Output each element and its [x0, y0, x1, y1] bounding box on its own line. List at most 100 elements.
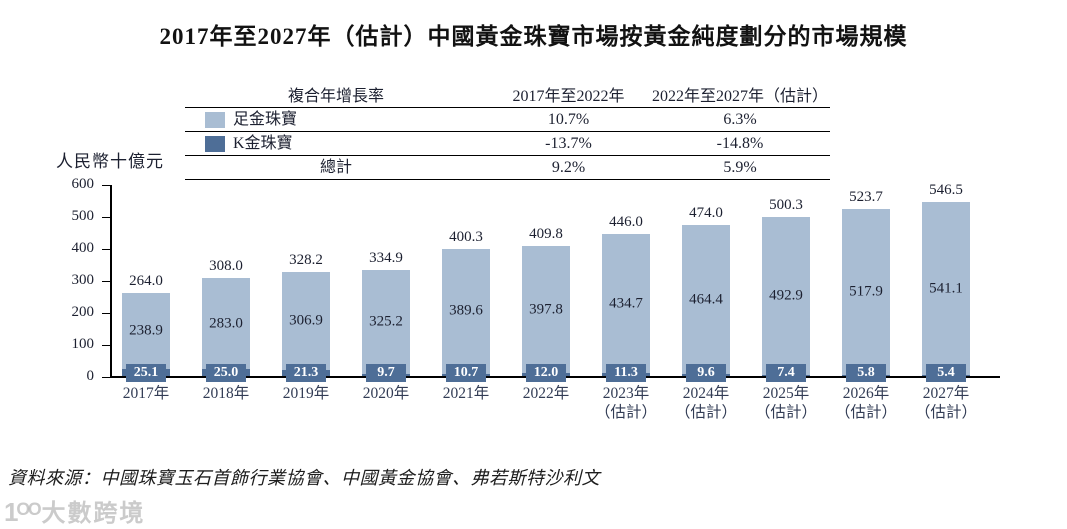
bar-total-value-label: 409.8: [529, 225, 563, 242]
x-axis-category-label: 2019年: [282, 385, 330, 402]
cagr-table: 複合年增長率 2017年至2022年 2022年至2027年（估計） 足金珠寶 …: [185, 86, 830, 180]
bar-k-gold-value-label: 9.6: [686, 364, 726, 382]
bar-full-gold-value-label: 306.9: [289, 312, 323, 329]
legend-swatch-k-gold-icon: [205, 135, 225, 152]
x-axis-category-sublabel: （估計）: [594, 404, 658, 421]
y-tick-mark: [102, 344, 110, 346]
cagr-header-period1: 2017年至2022年: [512, 88, 625, 105]
bar-total-value-label: 500.3: [769, 196, 803, 213]
bar-k-gold-value-label: 7.4: [766, 364, 806, 382]
cagr-row-total: 總計 9.2% 5.9%: [185, 156, 830, 180]
bar-segment-full-gold: [282, 271, 330, 377]
bar-segment-full-gold: [682, 225, 730, 377]
y-tick-mark: [102, 216, 110, 218]
cagr-total-label: 總計: [319, 159, 352, 176]
bar-total-value-label: 308.0: [209, 258, 243, 275]
x-axis-category-label: 2017年: [122, 385, 170, 402]
x-axis-category-sublabel: （估計）: [754, 404, 818, 421]
bar-full-gold-value-label: 397.8: [529, 301, 563, 317]
bar-total-value-label: 446.0: [609, 214, 643, 231]
y-tick-label: 600: [71, 176, 95, 192]
y-tick-label: 300: [71, 272, 95, 288]
bar-full-gold-value-label: 238.9: [129, 322, 163, 339]
bar-full-gold-value-label: 492.9: [769, 287, 803, 304]
bar-k-gold-value-label: 25.0: [206, 364, 246, 382]
bar-k-gold-value-label: 12.0: [526, 364, 566, 382]
x-axis-category-label: 2027年 （估計）: [914, 385, 978, 421]
x-axis-category-label: 2025年 （估計）: [754, 385, 818, 421]
y-tick-mark: [102, 280, 110, 282]
y-tick-label: 0: [86, 368, 95, 384]
bar-total-value-label: 328.2: [289, 251, 323, 268]
legend-item-full-gold: 足金珠寶: [185, 108, 487, 131]
bar-full-gold-value-label: 464.4: [689, 291, 723, 308]
cagr-full-gold-period2: 6.3%: [723, 111, 757, 128]
x-axis-category-sublabel: （估計）: [914, 404, 978, 421]
x-axis-category-label: 2022年: [522, 385, 570, 402]
y-tick-mark: [102, 248, 110, 250]
bar-full-gold-value-label: 541.1: [929, 280, 963, 297]
bar-k-gold-value-label: 5.4: [926, 364, 966, 382]
y-tick-mark: [102, 184, 110, 186]
source-note: 資料來源：中國珠寶玉石首飾行業協會、中國黃金協會、弗若斯特沙利文: [8, 468, 600, 488]
bar-segment-full-gold: [442, 248, 490, 377]
bar-segment-full-gold: [122, 292, 170, 377]
cagr-full-gold-period1: 10.7%: [547, 111, 590, 128]
bar-segment-full-gold: [202, 278, 250, 377]
bar-total-value-label: 334.9: [369, 249, 403, 266]
watermark-brand: 大數跨境: [41, 500, 146, 527]
bar-segment-full-gold: [842, 209, 890, 377]
cagr-table-header: 複合年增長率 2017年至2022年 2022年至2027年（估計）: [185, 86, 830, 108]
bar-k-gold-value-label: 21.3: [286, 364, 326, 382]
x-axis-category-label: 2023年 （估計）: [594, 385, 658, 421]
bar-segment-full-gold: [522, 245, 570, 377]
cagr-header-metric: 複合年增長率: [287, 88, 384, 105]
legend-swatch-full-gold-icon: [205, 111, 225, 128]
y-tick-label: 500: [71, 208, 95, 224]
chart-title: 2017年至2027年（估計）中國黃金珠寶市場按黃金純度劃分的市場規模: [159, 24, 908, 49]
legend-label-full-gold: 足金珠寶: [233, 111, 298, 128]
cagr-header-period2: 2022年至2027年（估計）: [651, 88, 828, 105]
y-axis-line: [110, 185, 112, 377]
bar-full-gold-value-label: 283.0: [209, 315, 243, 332]
x-axis-category-label: 2024年 （估計）: [674, 385, 738, 421]
legend-label-k-gold: K金珠寶: [233, 135, 293, 152]
cagr-k-gold-period2: -14.8%: [716, 135, 764, 152]
legend-item-k-gold: K金珠寶: [185, 132, 487, 155]
bar-total-value-label: 400.3: [449, 228, 483, 245]
cagr-k-gold-period1: -13.7%: [545, 135, 592, 152]
bar-total-value-label: 474.0: [689, 205, 723, 222]
bar-total-value-label: 264.0: [129, 272, 163, 289]
bar-full-gold-value-label: 389.6: [449, 302, 483, 319]
cagr-total-period2: 5.9%: [723, 159, 757, 176]
bar-k-gold-value-label: 9.7: [366, 364, 406, 382]
bar-k-gold-value-label: 25.1: [126, 364, 166, 382]
y-axis-unit-label: 人民幣十億元: [56, 152, 164, 171]
bar-k-gold-value-label: 10.7: [446, 364, 486, 382]
bar-full-gold-value-label: 325.2: [369, 313, 403, 330]
cagr-row-full-gold: 足金珠寶 10.7% 6.3%: [185, 108, 830, 132]
x-axis-category-label: 2021年: [442, 385, 490, 402]
y-tick-label: 200: [71, 304, 95, 320]
cagr-total-period1: 9.2%: [551, 159, 586, 176]
x-axis-category-label: 2020年: [362, 385, 410, 402]
y-tick-mark: [102, 312, 110, 314]
bar-full-gold-value-label: 434.7: [609, 295, 643, 312]
bar-full-gold-value-label: 517.9: [849, 283, 883, 300]
cagr-row-k-gold: K金珠寶 -13.7% -14.8%: [185, 132, 830, 156]
bar-k-gold-value-label: 5.8: [846, 364, 886, 382]
bar-k-gold-value-label: 11.3: [606, 364, 646, 382]
x-axis-category-sublabel: （估計）: [834, 404, 898, 421]
x-axis-category-label: 2026年 （估計）: [834, 385, 898, 421]
bar-segment-full-gold: [762, 216, 810, 377]
watermark: 1ᴼᴼ 大數跨境: [4, 493, 145, 528]
watermark-logo-icon: 1ᴼᴼ: [4, 497, 41, 527]
y-tick-label: 400: [71, 240, 95, 256]
x-axis-category-sublabel: （估計）: [674, 404, 738, 421]
y-tick-mark: [102, 376, 110, 378]
bar-total-value-label: 546.5: [929, 182, 963, 199]
bar-segment-full-gold: [362, 269, 410, 377]
bar-segment-full-gold: [602, 234, 650, 377]
